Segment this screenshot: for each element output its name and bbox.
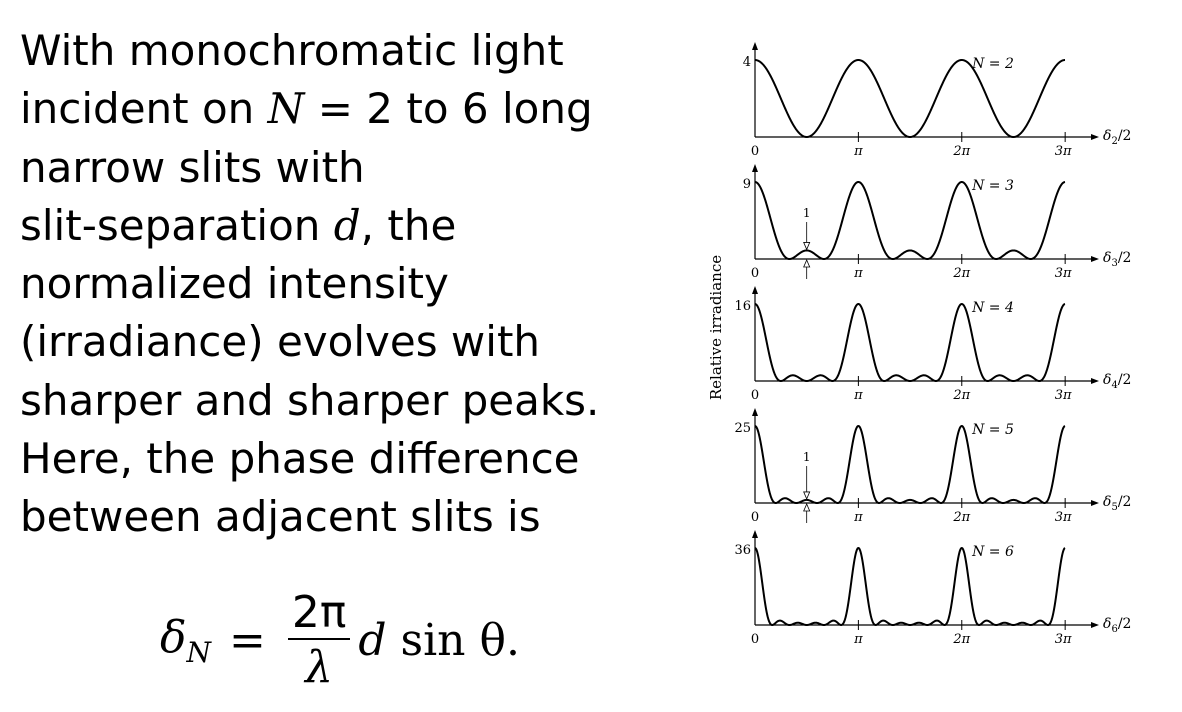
text-line-4-pre: slit-separation [20,200,334,250]
y-axis-arrow-n2 [752,42,758,50]
peak-value-label-n6: 36 [734,543,751,558]
x-axis-arrow-n3 [1091,256,1099,262]
x-tick-label-n2-1: π [853,144,863,159]
text-line-8: Here, the phase difference [20,434,580,484]
peak-value-label-n5: 25 [734,421,751,436]
equation-sin-theta: sin θ. [386,614,520,666]
panel-n5: 0 π 2π 3π 25 N = 5 δ5/2 1 [734,408,1131,525]
panel-n2: 0 π 2π 3π 4 N = 2 δ2/2 [743,42,1131,159]
irradiance-curve-n5 [754,424,1066,505]
x-axis-var-label-n4: δ4/2 [1103,372,1131,391]
curve-label-n6: N = 6 [971,544,1014,560]
irradiance-figure: Relative irradiance 0 π 2π 3π 4 N = 2 δ2/2 0 π 2π 3… [707,42,1131,647]
x-axis-arrow-n5 [1091,500,1099,506]
x-tick-label-n5-3: 3π [1055,510,1072,525]
x-axis-arrow-n4 [1091,378,1099,384]
panel-n3: 0 π 2π 3π 9 N = 3 δ3/2 1 [743,164,1131,281]
x-tick-label-n5-1: π [853,510,863,525]
equation-rest: d sin θ. [358,615,520,666]
y-axis-arrow-n6 [752,530,758,538]
fraction-bar [287,638,351,640]
description-text: With monochromatic light incident on N =… [20,22,660,547]
text-line-5: normalized intensity [20,259,449,309]
annotation-arrowhead-down-n3 [803,242,811,251]
x-tick-label-n5-0: 0 [751,510,759,525]
text-line-3: narrow slits with [20,142,365,192]
annotation-arrowhead-down-n5 [803,491,811,500]
equation-subscript: N [186,635,212,669]
panel-n4: 0 π 2π 3π 16 N = 4 δ4/2 [734,286,1131,403]
peak-value-label-n3: 9 [743,177,751,192]
equation-var-d: d [358,614,387,666]
text-line-4-post: , the [360,200,457,250]
text-line-2: incident on N = 2 to 6 long [20,80,660,138]
annotation-label-n3: 1 [803,206,811,220]
x-axis-var-label-n2: δ2/2 [1103,128,1131,147]
text-line-6: (irradiance) evolves with [20,317,541,367]
x-tick-label-n4-2: 2π [952,388,970,403]
curve-label-n4: N = 4 [971,300,1014,316]
text-line-9: between adjacent slits is [20,492,541,542]
x-axis-arrow-n2 [1091,134,1099,140]
text-line-4: slit-separation d, the [20,197,660,255]
x-tick-label-n6-1: π [853,632,863,647]
x-axis-var-label-n3: δ3/2 [1103,250,1131,269]
x-tick-label-n2-0: 0 [751,144,759,159]
equation-lhs: δN [160,612,211,669]
x-axis-arrow-n6 [1091,622,1099,628]
x-tick-label-n3-1: π [853,266,863,281]
equation-fraction: 2π λ [287,587,351,693]
irradiance-curve-n2 [754,58,1066,139]
variable-N: N [267,84,305,134]
y-axis-label: Relative irradiance [707,255,725,400]
x-tick-label-n5-2: 2π [952,510,970,525]
equation-numerator: 2π [291,587,347,638]
irradiance-curve-n4 [754,302,1066,383]
x-tick-label-n4-3: 3π [1055,388,1072,403]
y-axis-arrow-n4 [752,286,758,294]
x-axis-var-label-n6: δ6/2 [1103,616,1131,635]
x-axis-var-label-n5: δ5/2 [1103,494,1131,513]
x-tick-label-n3-0: 0 [751,266,759,281]
x-tick-label-n6-0: 0 [751,632,759,647]
equation-equals: = [229,614,266,666]
x-tick-label-n6-2: 2π [952,632,970,647]
annotation-label-n5: 1 [803,450,811,464]
irradiance-curve-n3 [754,180,1066,261]
irradiance-curve-n6 [754,546,1066,627]
x-tick-label-n2-2: 2π [952,144,970,159]
annotation-arrowhead-up-n5 [803,502,811,512]
equation-denominator: λ [305,642,334,693]
x-tick-label-n3-2: 2π [952,266,970,281]
x-tick-label-n4-1: π [853,388,863,403]
curve-label-n2: N = 2 [971,56,1014,72]
text-line-1: With monochromatic light [20,26,564,75]
text-line-2-pre: incident on [20,84,268,134]
panel-n6: 0 π 2π 3π 36 N = 6 δ6/2 [734,530,1131,647]
x-tick-label-n2-3: 3π [1055,144,1072,159]
x-tick-label-n6-3: 3π [1055,632,1072,647]
x-tick-label-n3-3: 3π [1055,266,1072,281]
text-line-2-post: = 2 to 6 long [304,84,593,134]
y-axis-arrow-n5 [752,408,758,416]
variable-d: d [333,200,361,250]
curve-label-n5: N = 5 [971,422,1014,438]
peak-value-label-n2: 4 [743,55,751,70]
annotation-arrowhead-up-n3 [803,258,811,268]
curve-label-n3: N = 3 [971,178,1014,194]
peak-value-label-n4: 16 [734,299,751,314]
text-line-7: sharper and sharper peaks. [20,375,600,425]
x-tick-label-n4-0: 0 [751,388,759,403]
phase-equation: δN = 2π λ d sin θ. [160,580,560,700]
equation-delta: δ [160,611,187,663]
y-axis-arrow-n3 [752,164,758,172]
